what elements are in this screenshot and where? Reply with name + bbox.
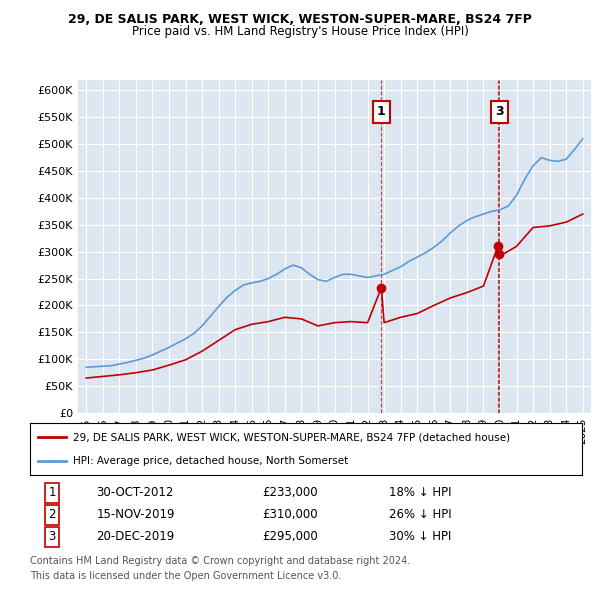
Text: 30-OCT-2012: 30-OCT-2012 xyxy=(96,486,173,499)
Text: 29, DE SALIS PARK, WEST WICK, WESTON-SUPER-MARE, BS24 7FP (detached house): 29, DE SALIS PARK, WEST WICK, WESTON-SUP… xyxy=(73,432,510,442)
Text: 1: 1 xyxy=(377,106,386,119)
Text: 1: 1 xyxy=(49,486,56,499)
Text: 18% ↓ HPI: 18% ↓ HPI xyxy=(389,486,451,499)
Text: 15-NOV-2019: 15-NOV-2019 xyxy=(96,508,175,522)
Text: £310,000: £310,000 xyxy=(262,508,317,522)
Text: 26% ↓ HPI: 26% ↓ HPI xyxy=(389,508,451,522)
Text: 3: 3 xyxy=(49,530,56,543)
Text: £233,000: £233,000 xyxy=(262,486,317,499)
Text: 29, DE SALIS PARK, WEST WICK, WESTON-SUPER-MARE, BS24 7FP: 29, DE SALIS PARK, WEST WICK, WESTON-SUP… xyxy=(68,13,532,26)
Text: Contains HM Land Registry data © Crown copyright and database right 2024.: Contains HM Land Registry data © Crown c… xyxy=(30,556,410,566)
Text: £295,000: £295,000 xyxy=(262,530,317,543)
Text: 30% ↓ HPI: 30% ↓ HPI xyxy=(389,530,451,543)
Text: HPI: Average price, detached house, North Somerset: HPI: Average price, detached house, Nort… xyxy=(73,456,349,466)
Text: Price paid vs. HM Land Registry's House Price Index (HPI): Price paid vs. HM Land Registry's House … xyxy=(131,25,469,38)
Text: 3: 3 xyxy=(495,106,503,119)
Text: 20-DEC-2019: 20-DEC-2019 xyxy=(96,530,175,543)
Text: This data is licensed under the Open Government Licence v3.0.: This data is licensed under the Open Gov… xyxy=(30,571,341,581)
Text: 2: 2 xyxy=(49,508,56,522)
